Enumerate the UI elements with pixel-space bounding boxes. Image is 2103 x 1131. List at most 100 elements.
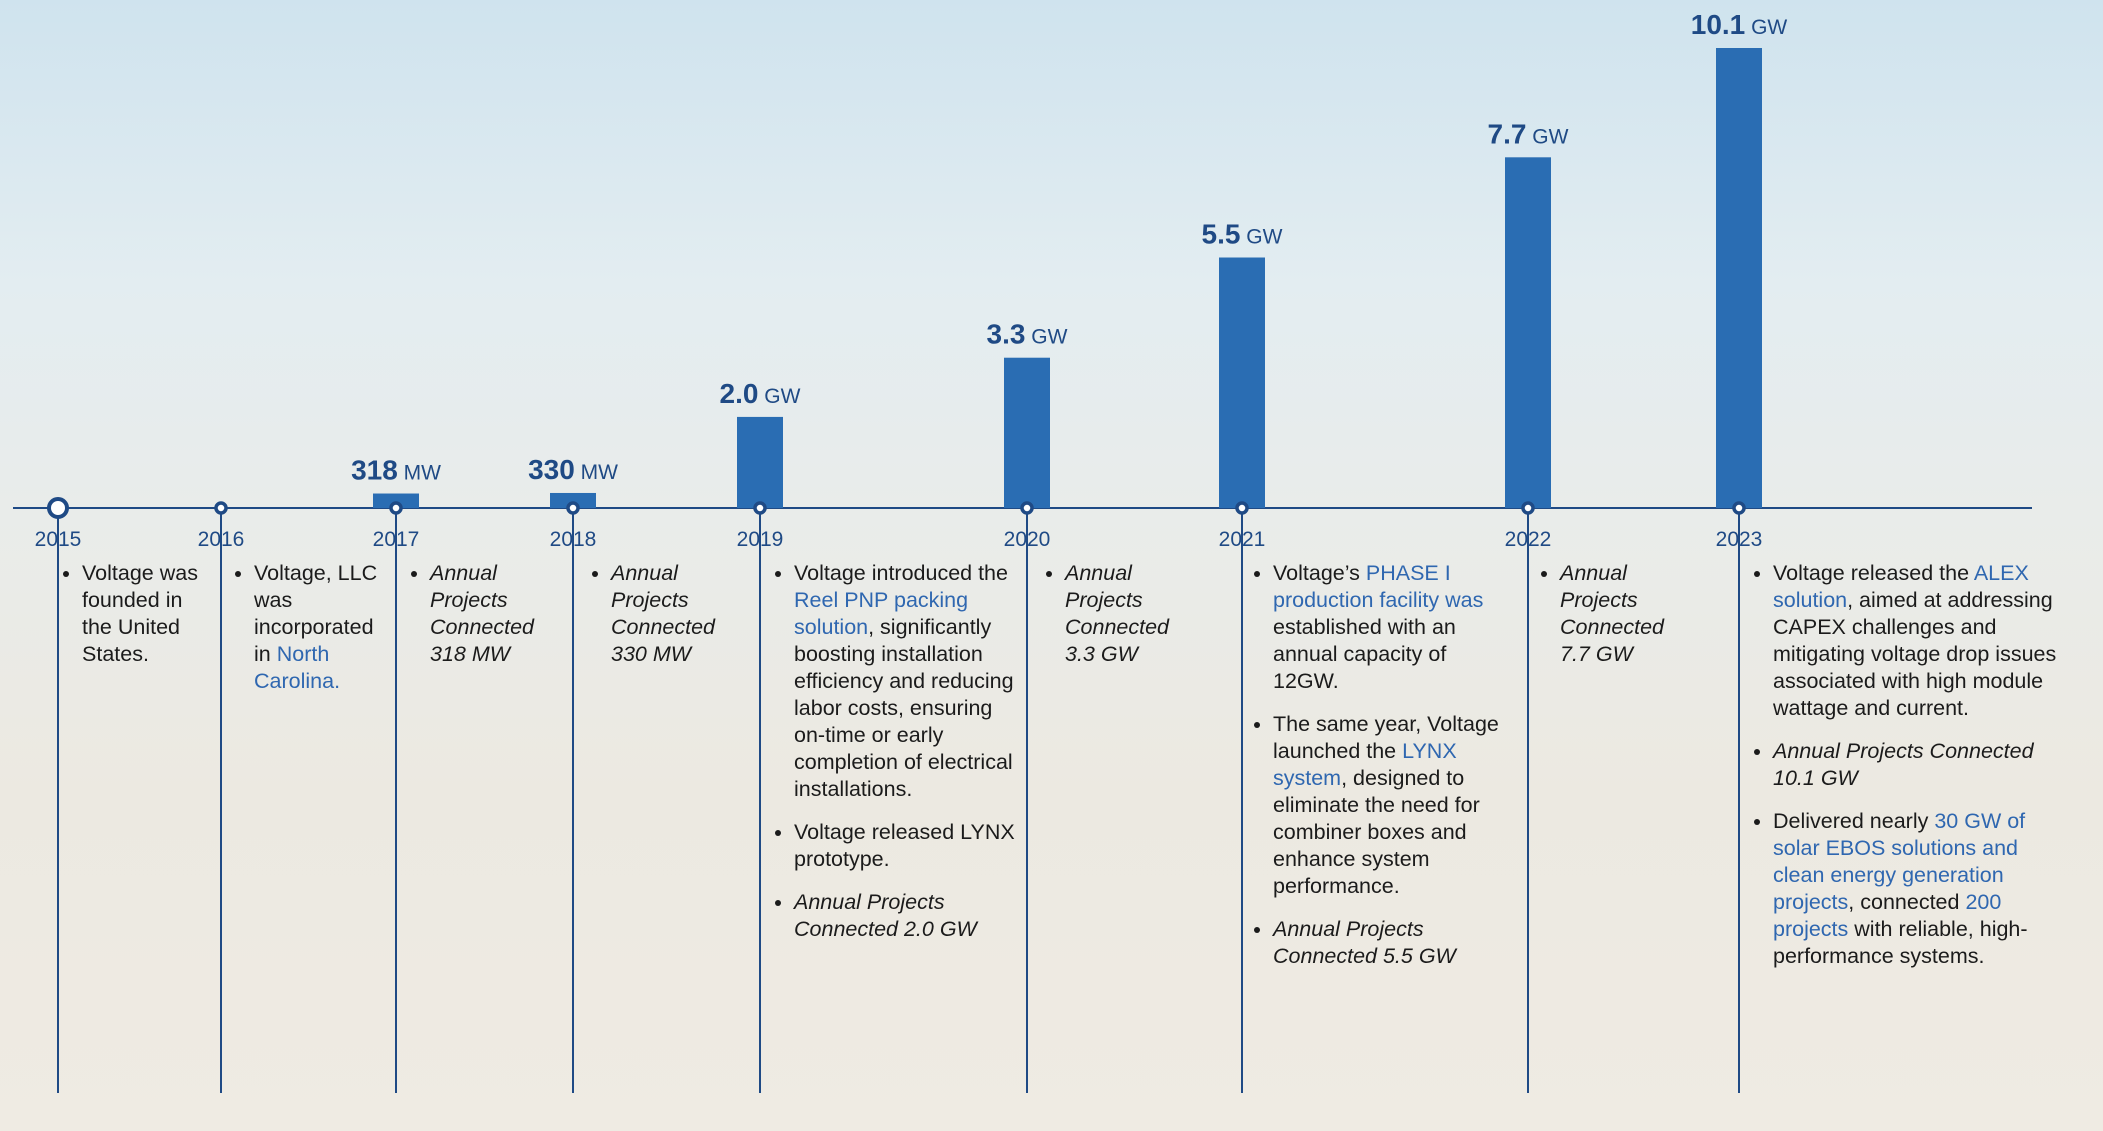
timeline-dot [1020, 501, 1034, 515]
note-text: Voltage introduced the [794, 561, 1008, 585]
bullet: Annual Projects Connected 5.5 GW [1273, 916, 1505, 970]
year-notes: Voltage’s PHASE I production facility wa… [1249, 560, 1505, 986]
bullet: Delivered nearly 30 GW of solar EBOS sol… [1773, 808, 2073, 970]
note-text: ALEX solution [1773, 561, 2029, 612]
note-text: , connected [1848, 890, 1966, 914]
timeline-dot [1235, 501, 1249, 515]
note-text: Reel PNP packing solution [794, 588, 969, 639]
value-number: 330 [528, 454, 575, 485]
value-label: 2.0 GW [720, 378, 801, 409]
bullet: Annual Projects Connected 2.0 GW [794, 889, 1020, 943]
value-number: 318 [351, 455, 398, 486]
bullet: Annual Projects Connected 318 MW [430, 560, 555, 668]
bar [1004, 357, 1050, 508]
year-notes: Voltage introduced the Reel PNP packing … [770, 560, 1020, 959]
bullet-list: Voltage’s PHASE I production facility wa… [1249, 560, 1505, 970]
year-label: 2019 [737, 528, 784, 551]
bullet-list: Annual Projects Connected 318 MW [406, 560, 555, 668]
value-unit: MW [575, 461, 618, 484]
timeline-dot [753, 501, 767, 515]
value-unit: GW [1745, 16, 1787, 39]
note-text: The same year, Voltage launched the [1273, 712, 1499, 763]
timeline-dot [214, 501, 228, 515]
value-unit: GW [758, 385, 800, 408]
bullet-list: Voltage, LLC was incorporated in North C… [230, 560, 384, 695]
bar [1716, 48, 1762, 508]
timeline-dot [389, 501, 403, 515]
year-label: 2021 [1219, 528, 1266, 551]
bullet: Voltage released the ALEX solution, aime… [1773, 560, 2073, 722]
note-text: Voltage’s [1273, 561, 1366, 585]
value-label: 318 MW [351, 455, 441, 486]
timeline-dot [566, 501, 580, 515]
year-label: 2018 [550, 528, 597, 551]
bullet: Annual Projects Connected 10.1 GW [1773, 738, 2073, 792]
note-text: , significantly boosting installation ef… [794, 615, 1014, 801]
bullet-list: Voltage released the ALEX solution, aime… [1749, 560, 2073, 970]
value-label: 7.7 GW [1488, 118, 1569, 149]
bullet: Voltage released LYNX prototype. [794, 819, 1020, 873]
year-notes: Annual Projects Connected 7.7 GW [1536, 560, 1685, 684]
year-notes: Annual Projects Connected 3.3 GW [1041, 560, 1190, 684]
note-text: Voltage released LYNX prototype. [794, 820, 1015, 871]
timeline-dot [1521, 501, 1535, 515]
note-text: 200 projects [1773, 890, 2002, 941]
year-notes: Voltage, LLC was incorporated in North C… [230, 560, 384, 711]
note-text: LYNX system [1273, 739, 1457, 790]
note-text: Voltage was founded in the United States… [82, 561, 198, 666]
bullet-list: Annual Projects Connected 330 MW [587, 560, 736, 668]
note-text: Annual Projects Connected 330 MW [611, 561, 715, 666]
year-label: 2016 [198, 528, 245, 551]
bar [737, 416, 783, 508]
bullet: Annual Projects Connected 7.7 GW [1560, 560, 1685, 668]
bullet: Voltage introduced the Reel PNP packing … [794, 560, 1020, 803]
bullet-list: Annual Projects Connected 3.3 GW [1041, 560, 1190, 668]
value-number: 5.5 [1202, 219, 1241, 250]
year-label: 2020 [1004, 528, 1051, 551]
bullet: Annual Projects Connected 3.3 GW [1065, 560, 1190, 668]
timeline-dot [47, 497, 69, 519]
value-number: 10.1 [1691, 9, 1746, 40]
note-text: Annual Projects Connected 10.1 GW [1773, 739, 2034, 790]
note-text: Voltage, LLC was incorporated in [254, 561, 378, 666]
note-text: established with an annual capacity of 1… [1273, 615, 1456, 693]
value-unit: GW [1240, 226, 1282, 249]
value-number: 2.0 [720, 378, 759, 409]
year-label: 2015 [35, 528, 82, 551]
bar [1505, 157, 1551, 508]
note-text: 30 GW of solar EBOS solutions and clean … [1773, 809, 2026, 914]
note-text: with reliable, high-performance systems. [1773, 917, 2028, 968]
bullet: Voltage, LLC was incorporated in North C… [254, 560, 384, 695]
bullet: Annual Projects Connected 330 MW [611, 560, 736, 668]
note-text: PHASE I production facility was [1273, 561, 1484, 612]
note-text: Annual Projects Connected 7.7 GW [1560, 561, 1664, 666]
bullet-list: Voltage introduced the Reel PNP packing … [770, 560, 1020, 943]
value-unit: MW [398, 462, 441, 485]
bar [550, 492, 596, 508]
bullet: Voltage was founded in the United States… [82, 560, 212, 668]
value-number: 7.7 [1488, 118, 1527, 149]
note-text: Annual Projects Connected 318 MW [430, 561, 534, 666]
year-notes: Annual Projects Connected 330 MW [587, 560, 736, 684]
bullet-list: Voltage was founded in the United States… [58, 560, 212, 668]
note-text: Delivered nearly [1773, 809, 1935, 833]
value-label: 330 MW [528, 454, 618, 485]
bullet: The same year, Voltage launched the LYNX… [1273, 711, 1505, 900]
year-notes: Voltage released the ALEX solution, aime… [1749, 560, 2073, 986]
value-label: 5.5 GW [1202, 219, 1283, 250]
value-number: 3.3 [987, 319, 1026, 350]
value-unit: GW [1025, 326, 1067, 349]
note-text: Annual Projects Connected 3.3 GW [1065, 561, 1169, 666]
year-label: 2022 [1505, 528, 1552, 551]
year-notes: Voltage was founded in the United States… [58, 560, 212, 684]
note-text: Voltage released the [1773, 561, 1974, 585]
note-text: Annual Projects Connected 2.0 GW [794, 890, 977, 941]
value-unit: GW [1526, 125, 1568, 148]
value-label: 10.1 GW [1691, 9, 1788, 40]
note-text: , aimed at addressing CAPEX challenges a… [1773, 588, 2057, 720]
note-text: , designed to eliminate the need for com… [1273, 766, 1480, 898]
bar [1219, 257, 1265, 508]
value-label: 3.3 GW [987, 319, 1068, 350]
